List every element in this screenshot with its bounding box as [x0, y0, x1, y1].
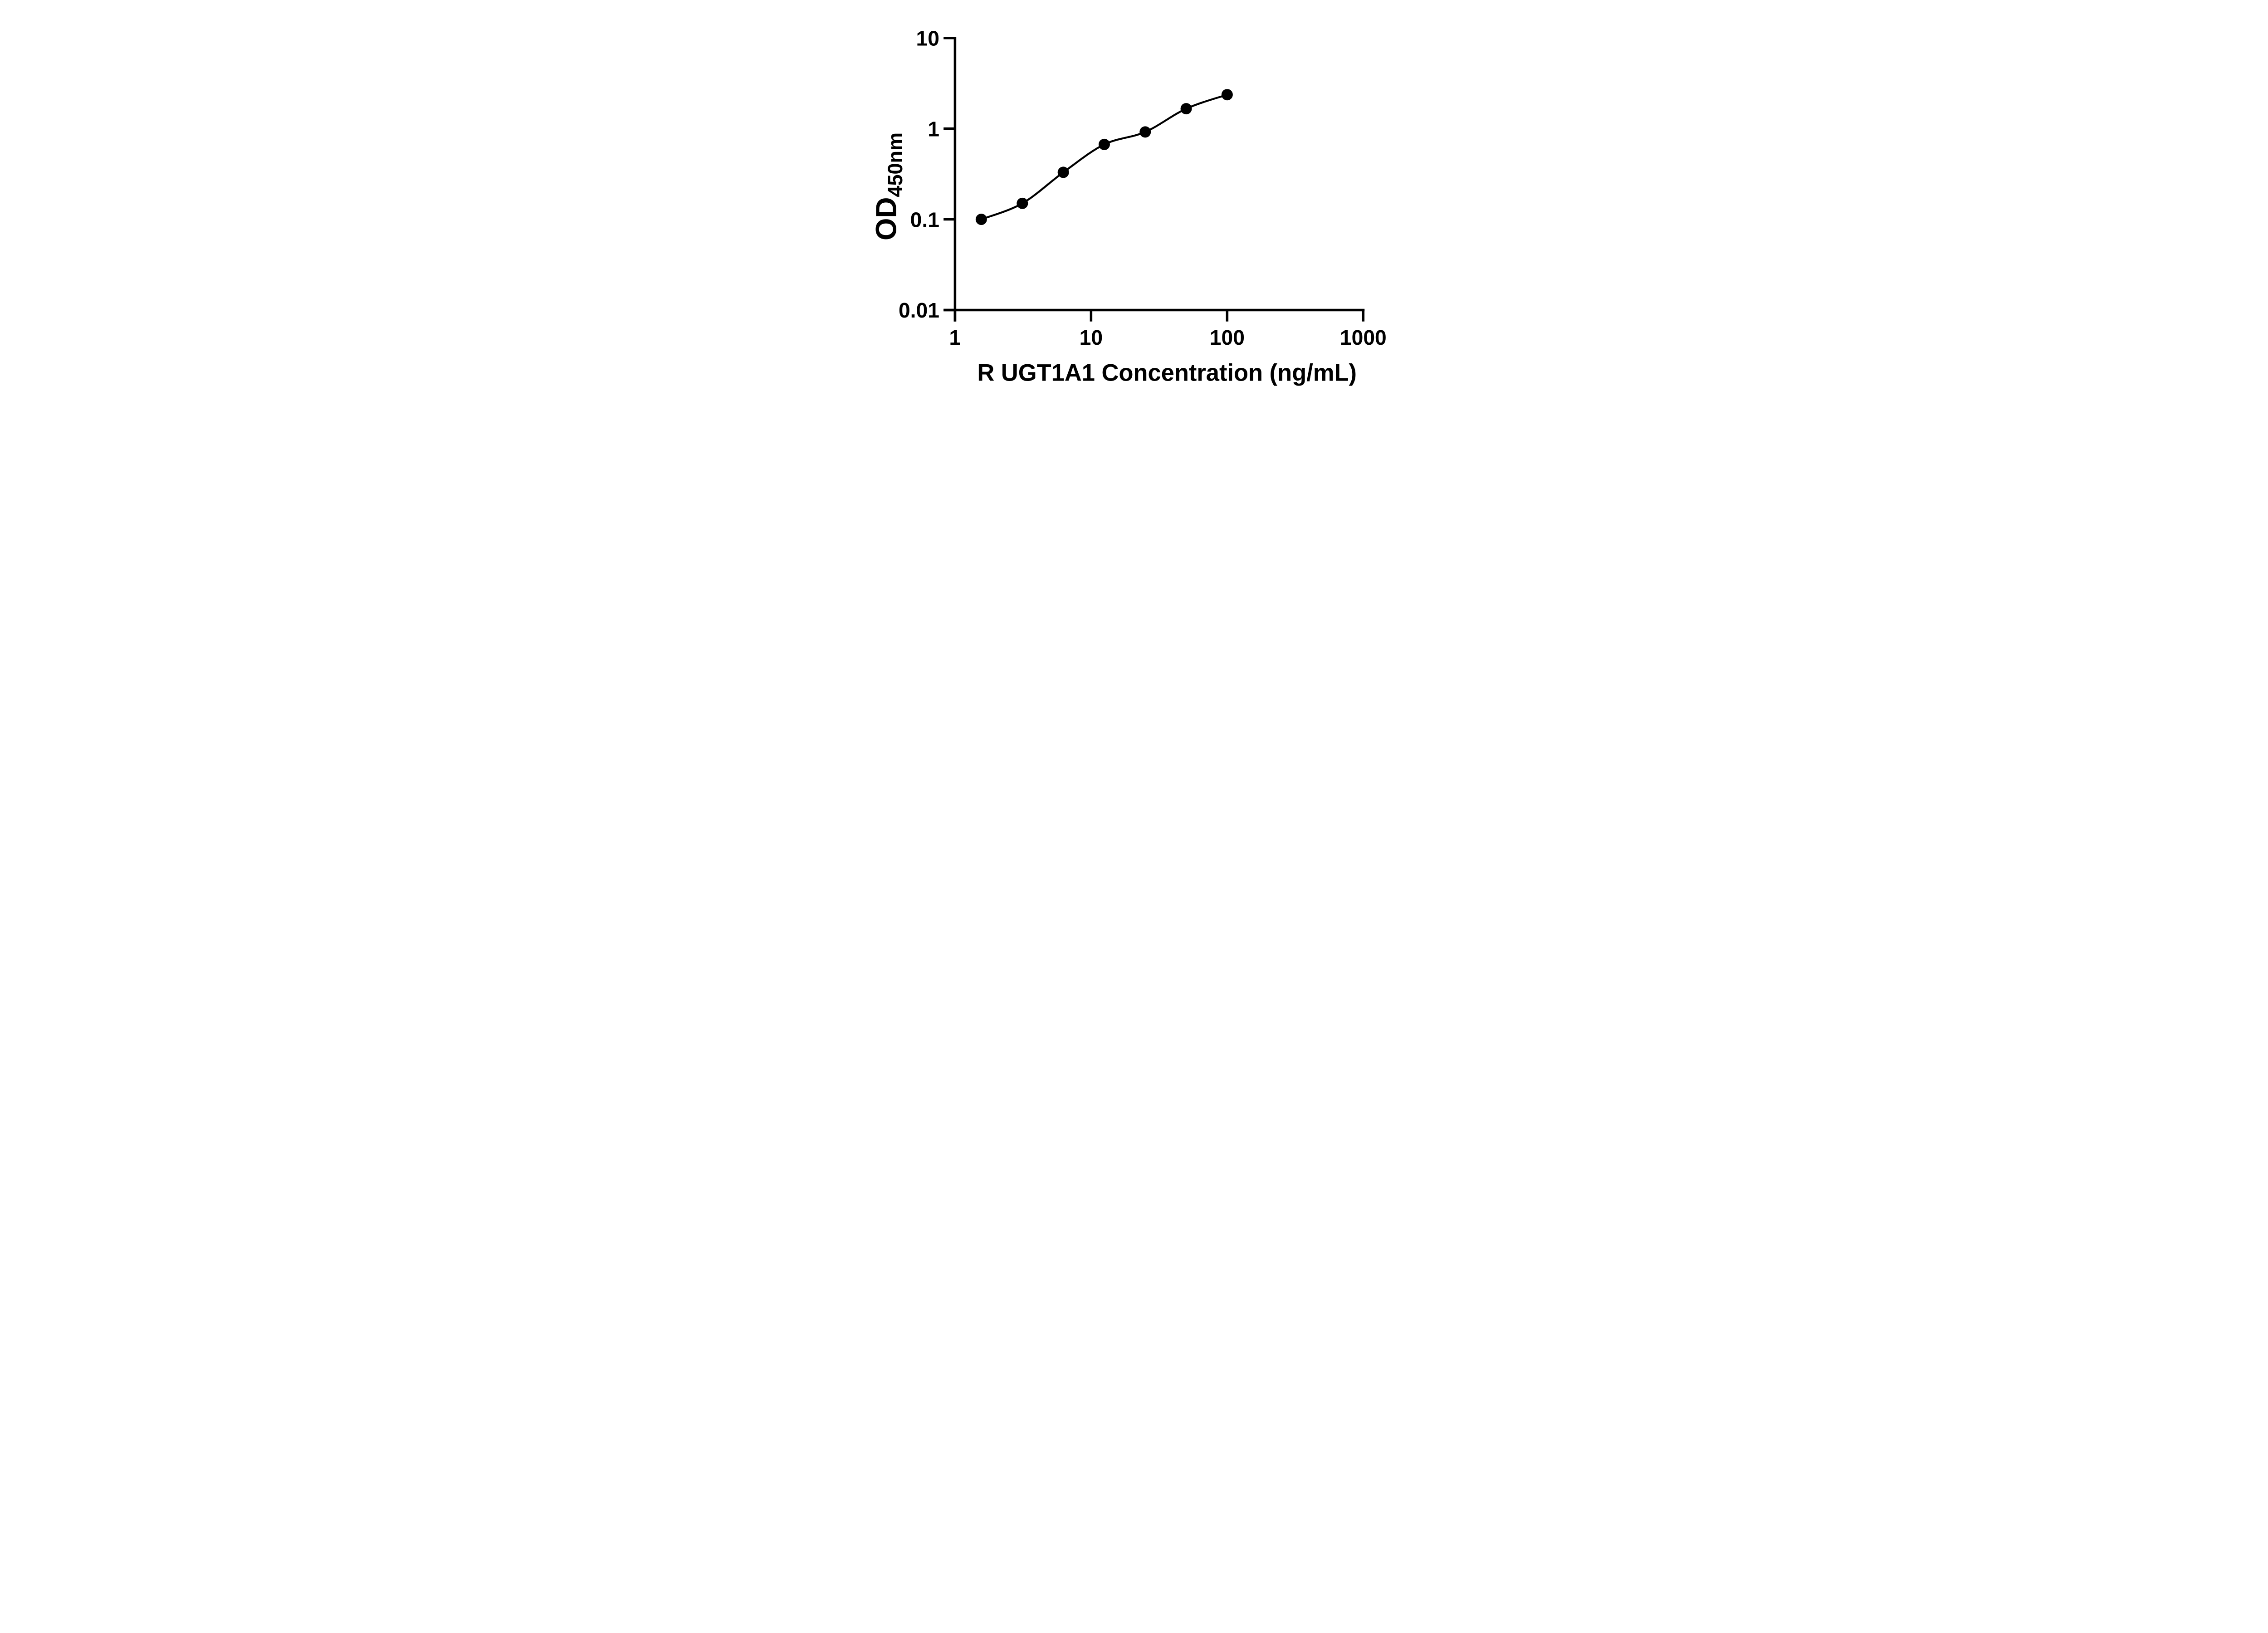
- elisa-standard-curve-figure: 10 1 0.1 0.01 1 10 100 1000 R UGT1A1 Concentrat…: [842, 0, 1426, 408]
- x-tick-label: 1000: [1339, 326, 1386, 349]
- y-tick-label: 0.01: [898, 298, 939, 322]
- data-point: [1098, 138, 1110, 150]
- data-point: [1180, 103, 1192, 115]
- plot-area: 10 1 0.1 0.01 1 10 100 1000: [898, 26, 1386, 349]
- y-tick-label: 0.1: [910, 208, 939, 231]
- data-point: [975, 214, 987, 225]
- y-tick-label: 1: [928, 117, 939, 141]
- x-tick-label: 100: [1209, 326, 1244, 349]
- y-axis-title-main: OD: [870, 197, 902, 241]
- y-axis-title-subscript: 450nm: [884, 132, 907, 197]
- y-axis-title: OD450nm: [870, 132, 907, 240]
- elisa-chart-svg: 10 1 0.1 0.01 1 10 100 1000 R UGT1A1 Concentrat…: [842, 0, 1426, 408]
- chart-background: [842, 0, 1426, 408]
- data-point: [1139, 126, 1151, 138]
- x-tick-label: 1: [949, 326, 961, 349]
- x-axis-title: R UGT1A1 Concentration (ng/mL): [977, 360, 1357, 386]
- data-point: [1221, 89, 1233, 101]
- x-tick-label: 10: [1079, 326, 1102, 349]
- y-tick-label: 10: [916, 26, 939, 50]
- data-point: [1057, 166, 1069, 178]
- data-point: [1016, 197, 1028, 209]
